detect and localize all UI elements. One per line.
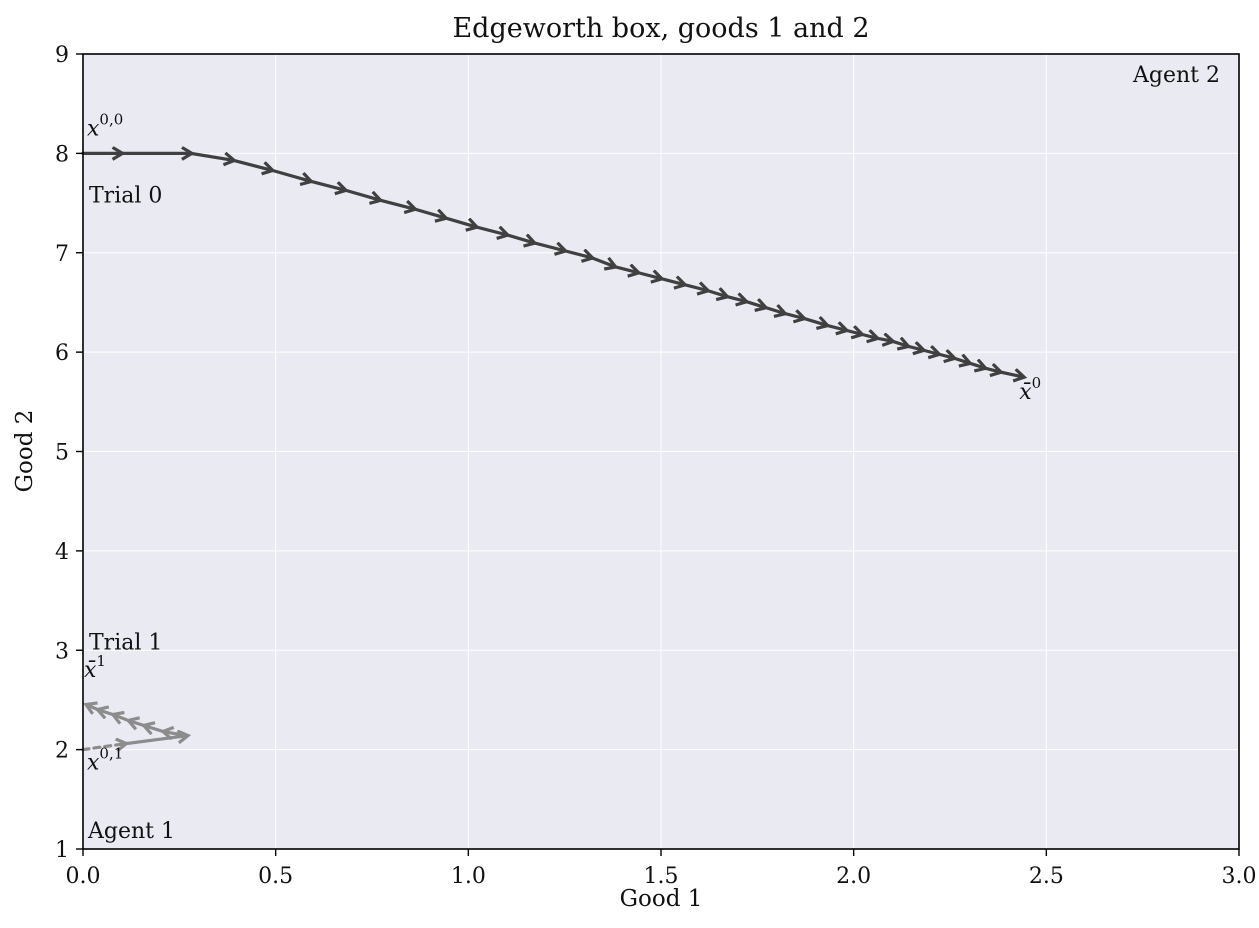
series-1-step: [164, 732, 189, 736]
y-tick-label: 5: [55, 441, 69, 466]
series-1-step: [81, 744, 125, 750]
series-0-step: [443, 216, 476, 227]
series-1-step: [87, 705, 101, 710]
y-tick-label: 6: [55, 341, 69, 366]
series-0-step: [474, 225, 507, 235]
series-0-step: [590, 256, 615, 267]
y-axis-label: Good 2: [12, 410, 38, 493]
series-0-end-label: x̄0: [1019, 374, 1041, 405]
x-axis-label: Good 1: [620, 886, 703, 912]
y-tick-label: 4: [55, 540, 69, 565]
series-0-step: [682, 285, 707, 291]
series-0-step: [763, 307, 784, 313]
series-1-start-label: x0,1: [87, 745, 123, 776]
series-0-step: [875, 338, 892, 341]
x-tick-label: 3.0: [1222, 864, 1257, 889]
series-0-step: [308, 179, 345, 190]
series-1-step: [129, 721, 147, 726]
series-0-step: [859, 334, 876, 338]
series-0-step: [659, 279, 684, 285]
x-tick-label: 2.0: [836, 864, 871, 889]
series-0-step: [983, 368, 1000, 372]
series-0-step: [921, 350, 938, 354]
series-1-step: [145, 726, 166, 732]
series-0-step: [952, 358, 969, 363]
y-tick-label: 9: [55, 43, 69, 68]
series-0-step: [844, 330, 861, 334]
series-0-step: [724, 296, 746, 301]
series-0-name: Trial 0: [89, 183, 162, 208]
series-1-end-label: x̄1: [84, 652, 106, 683]
series-layer: [81, 151, 1023, 750]
series-0-step: [505, 233, 534, 243]
y-tick-label: 7: [55, 242, 69, 267]
series-0-step: [744, 301, 765, 307]
series-0-step: [890, 341, 907, 346]
series-0-step: [998, 372, 1023, 377]
series-0-step: [782, 313, 803, 318]
series-1-step: [123, 736, 187, 746]
x-tick-label: 0.5: [258, 864, 293, 889]
series-0-step: [189, 151, 233, 160]
y-tick-label: 3: [55, 639, 69, 664]
series-0-step: [936, 354, 953, 358]
annotations: Trial 0 x0,0 x̄0 Trial 1 x0,1 x̄1: [84, 110, 1041, 775]
series-0-step: [613, 267, 638, 273]
series-0-step: [563, 251, 592, 258]
series-0-step: [906, 346, 923, 350]
series-1-step: [114, 715, 131, 721]
x-tick-label: 0.0: [66, 864, 101, 889]
x-tick-label: 1.0: [451, 864, 486, 889]
agent-1-label: Agent 1: [87, 819, 175, 844]
series-0-step: [343, 188, 380, 200]
y-tick-label: 2: [55, 739, 69, 764]
series-0-step: [231, 158, 272, 170]
chart-title: Edgeworth box, goods 1 and 2: [452, 13, 869, 44]
y-tick-label: 8: [55, 142, 69, 167]
agent-2-label: Agent 2: [1132, 63, 1220, 88]
series-0-step: [270, 168, 311, 181]
series-0-step: [412, 207, 445, 218]
x-tick-label: 1.5: [644, 864, 679, 889]
series-0-step: [378, 198, 415, 209]
series-0-step: [532, 241, 565, 251]
series-0-step: [801, 318, 827, 325]
series-1-name: Trial 1: [89, 631, 162, 656]
series-0-step: [636, 273, 661, 279]
series-0-step: [705, 291, 726, 297]
series-1-step: [98, 710, 116, 715]
y-tick-label: 1: [55, 838, 69, 863]
series-0-step: [825, 325, 846, 330]
x-tick-label: 2.5: [1029, 864, 1064, 889]
series-0-step: [967, 363, 984, 368]
ticks: 0.0 0.5 1.0 1.5 2.0 2.5 3.0 1 2 3 4 5 6 7 8 9: [55, 43, 1257, 889]
series-0-start-label: x0,0: [87, 110, 123, 141]
